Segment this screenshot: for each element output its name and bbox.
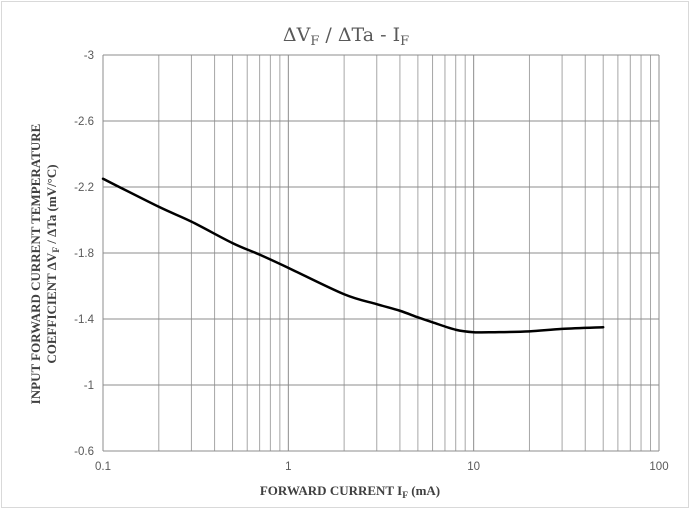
y-tick-labels: -3 -2.6 -2.2 -1.8 -1.4 -1 -0.6 <box>74 50 94 458</box>
y-tick-label: -1 <box>84 380 94 392</box>
y-tick-label: -2.2 <box>74 182 94 194</box>
x-axis-title: FORWARD CURRENT IF (mA) <box>260 483 440 501</box>
y-tick-label: -1.8 <box>74 248 94 260</box>
x-tick-labels: 0.1 1 10 100 <box>95 461 669 473</box>
y-axis-title: INPUT FORWARD CURRENT TEMPERATURECOEFFIC… <box>28 124 62 405</box>
series-layer <box>101 177 605 334</box>
major-gridlines <box>102 54 660 452</box>
x-tick-label: 100 <box>649 461 668 473</box>
y-tick-label: -1.4 <box>74 314 94 326</box>
series-line <box>101 177 605 334</box>
chart-title: ΔVF / ΔTa - IF <box>283 24 409 49</box>
x-tick-label: 1 <box>285 461 291 473</box>
x-tick-label: 0.1 <box>95 461 111 473</box>
y-tick-label: -2.6 <box>74 116 94 128</box>
y-tick-label: -0.6 <box>74 446 94 458</box>
x-tick-label: 10 <box>467 461 480 473</box>
y-tick-label: -3 <box>84 50 94 62</box>
